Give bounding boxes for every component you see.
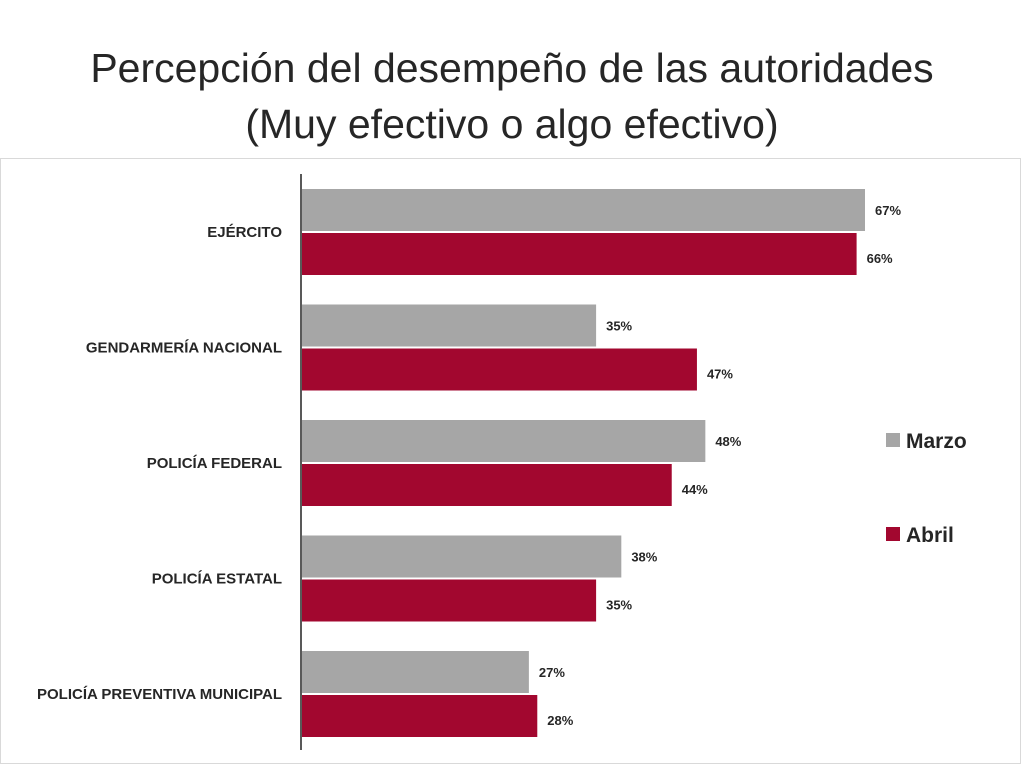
- bars-layer: [302, 189, 865, 737]
- bar-marzo-policia-estatal: [302, 535, 622, 578]
- data-label-marzo-policia-federal: 48%: [715, 434, 741, 449]
- data-label-abril-policia-estatal: 35%: [606, 598, 632, 613]
- category-label-policia-federal: POLICÍA FEDERAL: [147, 455, 282, 472]
- bar-abril-gendarmeria-nacional: [302, 348, 697, 391]
- bar-abril-ejercito: [302, 233, 857, 275]
- data-label-abril-policia-preventiva-municipal: 28%: [547, 713, 573, 728]
- data-label-marzo-ejercito: 67%: [875, 203, 901, 218]
- legend-label-marzo: Marzo: [906, 430, 967, 453]
- data-label-abril-gendarmeria-nacional: 47%: [707, 367, 733, 382]
- chart-title: Percepción del desempeño de las autorida…: [0, 40, 1024, 152]
- labels-layer: EJÉRCITO 67% 66% GENDARMERÍA NACIONAL 35% 47%…: [37, 203, 901, 728]
- legend-swatch-abril: [886, 527, 900, 541]
- chart-frame: [0, 158, 1021, 764]
- bar-marzo-gendarmeria-nacional: [302, 304, 597, 347]
- bar-abril-policia-estatal: [302, 579, 597, 622]
- data-label-abril-policia-federal: 44%: [682, 482, 708, 497]
- chart-title-line2: (Muy efectivo o algo efectivo): [245, 101, 779, 147]
- bar-marzo-ejercito: [302, 189, 865, 231]
- bar-marzo-policia-federal: [302, 420, 706, 462]
- legend: Marzo Abril: [886, 430, 967, 547]
- legend-label-abril: Abril: [906, 524, 954, 547]
- bar-abril-policia-preventiva-municipal: [302, 695, 538, 737]
- data-label-abril-ejercito: 66%: [867, 251, 893, 266]
- category-label-policia-estatal: POLICÍA ESTATAL: [152, 571, 282, 588]
- legend-swatch-marzo: [886, 433, 900, 447]
- data-label-marzo-policia-estatal: 38%: [631, 550, 657, 565]
- category-label-ejercito: EJÉRCITO: [207, 224, 282, 241]
- data-label-marzo-gendarmeria-nacional: 35%: [606, 319, 632, 334]
- bar-marzo-policia-preventiva-municipal: [302, 651, 529, 693]
- bar-abril-policia-federal: [302, 464, 672, 506]
- chart-title-line1: Percepción del desempeño de las autorida…: [90, 45, 934, 91]
- category-label-gendarmeria-nacional: GENDARMERÍA NACIONAL: [86, 340, 282, 357]
- category-label-policia-preventiva-municipal: POLICÍA PREVENTIVA MUNICIPAL: [37, 686, 282, 703]
- data-label-marzo-policia-preventiva-municipal: 27%: [539, 665, 565, 680]
